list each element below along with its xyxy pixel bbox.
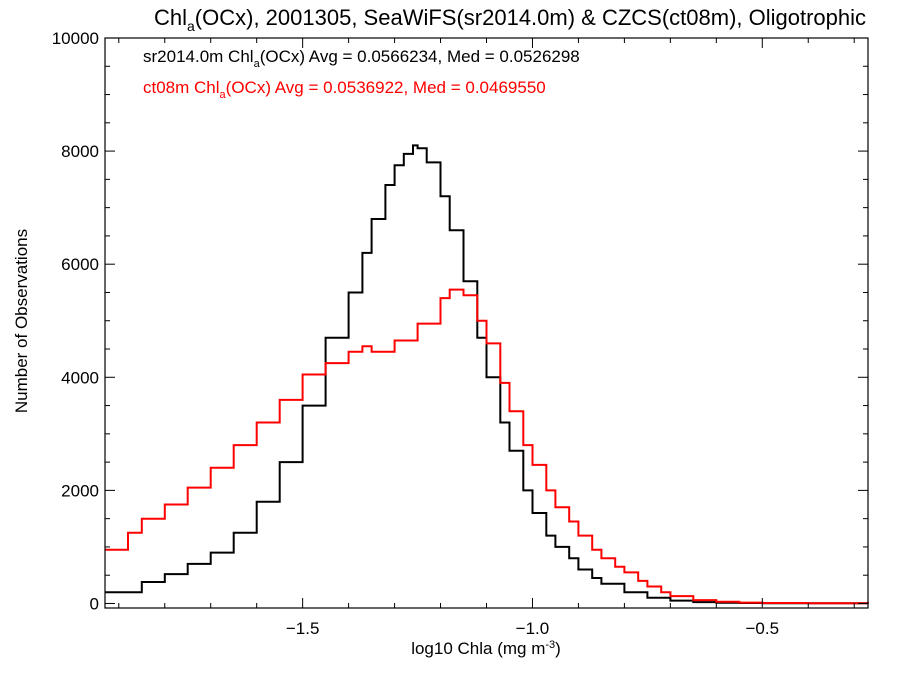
y-tick-label: 10000 (52, 29, 99, 48)
x-tick-label: −1.5 (286, 619, 320, 638)
axes: −1.5 −1.0 −0.5 0 2000 4000 6000 8000 10000 (52, 29, 869, 638)
chart-title: Chla(OCx), 2001305, SeaWiFS(sr2014.0m) &… (154, 5, 866, 34)
x-axis-label: log10 Chla (mg m-3) (411, 639, 561, 658)
x-tick-label: −1.0 (516, 619, 550, 638)
legend-entry-sr2014: sr2014.0m Chla(OCx) Avg = 0.0566234, Med… (143, 47, 580, 70)
plot-area (105, 144, 869, 605)
series-line-1 (105, 288, 869, 605)
y-axis-label: Number of Observations (12, 229, 31, 413)
x-tick-label: −0.5 (746, 619, 780, 638)
y-tick-label: 2000 (61, 481, 99, 500)
legend-entry-ct08m: ct08m Chla(OCx) Avg = 0.0536922, Med = 0… (143, 78, 546, 101)
series-line-0 (105, 144, 869, 605)
y-tick-label: 8000 (61, 142, 99, 161)
y-tick-label: 4000 (61, 368, 99, 387)
y-tick-label: 6000 (61, 255, 99, 274)
y-tick-label: 0 (90, 594, 99, 613)
